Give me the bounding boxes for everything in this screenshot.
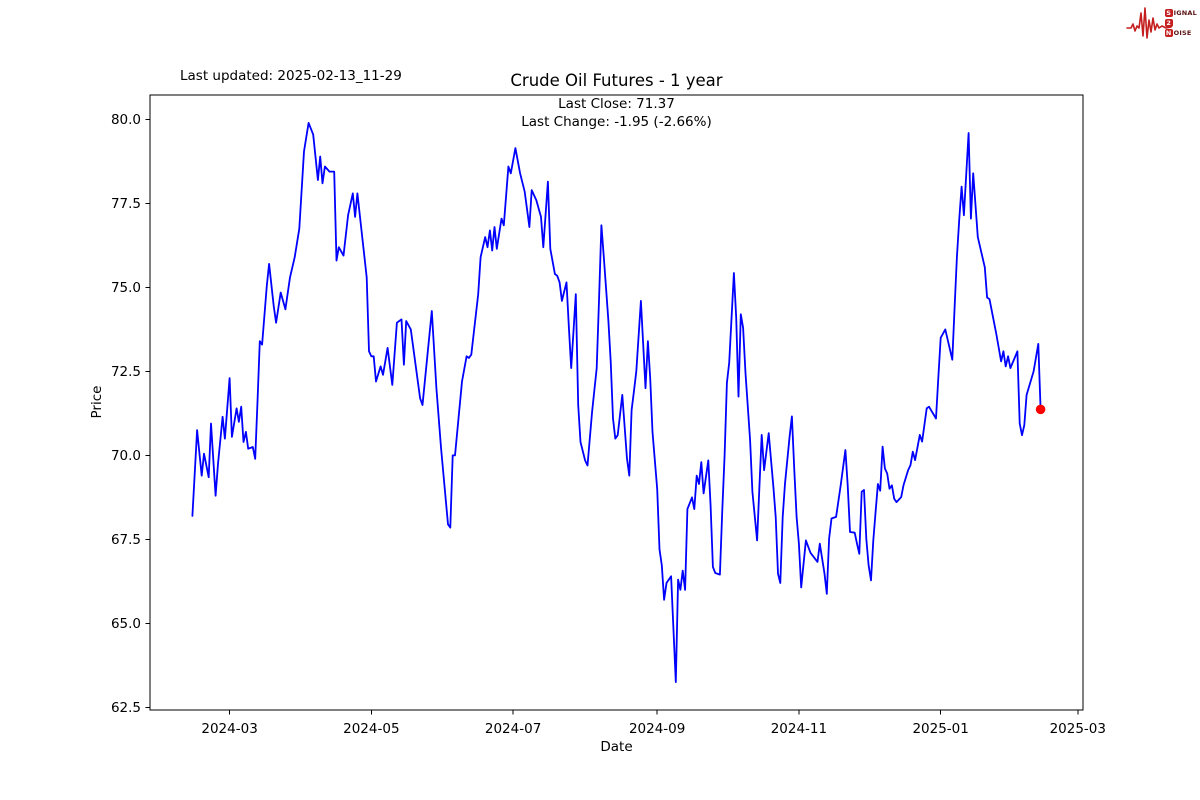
- x-tick-label: 2024-07: [485, 721, 541, 737]
- heartbeat-waveform-icon: [1125, 7, 1172, 39]
- y-tick-label: 70.0: [111, 448, 141, 464]
- logo-text: S IGNAL 2 N OISE: [1164, 9, 1197, 38]
- chart-title: Crude Oil Futures - 1 year: [510, 71, 723, 90]
- y-tick-label: 77.5: [111, 196, 141, 212]
- last-close-marker: [1035, 404, 1046, 415]
- last-change-annotation: Last Change: -1.95 (-2.66%): [521, 114, 712, 130]
- x-tick-label: 2025-01: [912, 721, 968, 737]
- y-tick-label: 62.5: [111, 700, 141, 716]
- axes-frame: [149, 94, 1084, 711]
- signal2noise-logo: S IGNAL 2 N OISE: [1125, 5, 1197, 41]
- x-axis-label: Date: [600, 739, 633, 755]
- logo-row-noise: N OISE: [1164, 29, 1197, 38]
- y-tick-label: 72.5: [111, 364, 141, 380]
- logo-text-oise: OISE: [1173, 29, 1192, 37]
- logo-row-2: 2: [1164, 19, 1197, 28]
- x-tick-label: 2025-03: [1050, 721, 1106, 737]
- logo-letter-n: N: [1164, 29, 1173, 37]
- price-line: [191, 122, 1042, 683]
- x-tick-label: 2024-09: [629, 721, 685, 737]
- last-updated-annotation: Last updated: 2025-02-13_11-29: [180, 68, 402, 84]
- y-axis-label: Price: [89, 385, 105, 419]
- y-tick-label: 65.0: [111, 616, 141, 632]
- x-tick-label: 2024-11: [771, 721, 827, 737]
- logo-letter-2: 2: [1164, 19, 1173, 27]
- y-tick-label: 75.0: [111, 280, 141, 296]
- x-tick-label: 2024-03: [201, 721, 257, 737]
- logo-letter-s: S: [1164, 9, 1173, 17]
- last-close-annotation: Last Close: 71.37: [558, 96, 675, 112]
- logo-row-signal: S IGNAL: [1164, 9, 1197, 18]
- x-tick-label: 2024-05: [343, 721, 399, 737]
- y-tick-label: 80.0: [111, 112, 141, 128]
- logo-text-ignal: IGNAL: [1173, 9, 1197, 17]
- y-tick-label: 67.5: [111, 532, 141, 548]
